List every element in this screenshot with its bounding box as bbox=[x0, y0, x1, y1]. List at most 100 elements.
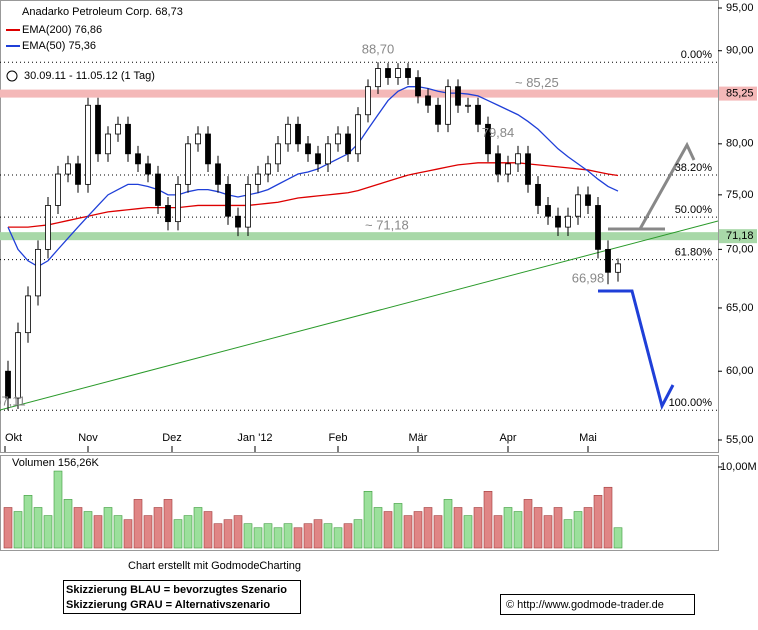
source: © http://www.godmode-trader.de bbox=[506, 599, 664, 611]
candle-body bbox=[265, 163, 271, 175]
candle-body bbox=[385, 68, 391, 78]
y-tick-label: 90,00 bbox=[726, 45, 754, 57]
volume-bar bbox=[183, 515, 193, 549]
candle-body bbox=[585, 194, 591, 206]
level-note: ~ 71,18 bbox=[365, 218, 409, 233]
volume-bar bbox=[553, 507, 563, 549]
volume-bar bbox=[143, 515, 153, 549]
x-tick-label: Mär bbox=[409, 432, 428, 444]
y-tick-label: 65,00 bbox=[726, 302, 754, 314]
candle-body bbox=[575, 194, 581, 217]
candle-body bbox=[355, 114, 361, 155]
volume-bar bbox=[303, 523, 313, 549]
candle-body bbox=[185, 143, 191, 185]
x-tick-label: Jan '12 bbox=[237, 432, 272, 444]
candle-body bbox=[405, 68, 411, 78]
volume-bar bbox=[263, 523, 273, 549]
volume-bar bbox=[603, 486, 613, 549]
volume-bar bbox=[203, 511, 213, 549]
candle-body bbox=[495, 153, 501, 175]
credit: Chart erstellt mit GodmodeCharting bbox=[128, 560, 301, 572]
volume-bar bbox=[23, 495, 33, 549]
candle-body bbox=[55, 173, 61, 206]
volume-title: Volumen 156,26K bbox=[12, 457, 100, 469]
price-label: 66,98 bbox=[572, 271, 605, 286]
volume-bar bbox=[13, 511, 23, 549]
clock-icon bbox=[6, 70, 18, 82]
candle-body bbox=[175, 183, 181, 223]
candle-body bbox=[245, 183, 251, 228]
candle-body bbox=[415, 77, 421, 97]
candle-body bbox=[65, 163, 71, 175]
fib-label: 50.00% bbox=[675, 204, 713, 216]
price-label: 79,84 bbox=[482, 125, 515, 140]
candle-body bbox=[335, 133, 341, 145]
level-band bbox=[0, 232, 718, 241]
volume-bar bbox=[393, 503, 403, 549]
candle-body bbox=[325, 143, 331, 165]
candle-body bbox=[485, 123, 491, 155]
volume-bar bbox=[403, 515, 413, 549]
volume-bar bbox=[503, 507, 513, 549]
volume-bar bbox=[593, 495, 603, 549]
x-tick-label: Okt bbox=[5, 432, 22, 444]
x-tick-label: Apr bbox=[499, 432, 516, 444]
volume-bar bbox=[283, 523, 293, 549]
price-panel bbox=[0, 0, 719, 453]
level-band bbox=[0, 89, 718, 98]
candle-body bbox=[395, 68, 401, 78]
candle-body bbox=[465, 104, 471, 107]
candle-body bbox=[105, 133, 111, 155]
candle-body bbox=[115, 123, 121, 135]
candle-body bbox=[595, 205, 601, 250]
candle-body bbox=[535, 183, 541, 206]
y-tick-label: 80,00 bbox=[726, 138, 754, 150]
volume-bar bbox=[33, 507, 43, 549]
fib-label: 0.00% bbox=[681, 49, 712, 61]
level-label-bg bbox=[719, 229, 757, 244]
volume-bar bbox=[83, 511, 93, 549]
volume-bar bbox=[353, 519, 363, 549]
chart-title: Anadarko Petroleum Corp. 68,73 bbox=[22, 6, 183, 18]
y-tick-label: 95,00 bbox=[726, 2, 754, 14]
volume-bar bbox=[243, 523, 253, 549]
level-label-bg bbox=[719, 86, 757, 101]
legend-entry: EMA(200) 76,86 bbox=[22, 24, 102, 36]
volume-bar bbox=[473, 507, 483, 549]
volume-bar bbox=[523, 499, 533, 549]
volume-bar bbox=[573, 511, 583, 549]
volume-bar bbox=[53, 470, 63, 549]
volume-bar bbox=[293, 527, 303, 549]
candle-body bbox=[505, 163, 511, 175]
y-tick-label: 60,00 bbox=[726, 365, 754, 377]
note: Skizzierung GRAU = Alternativszenario bbox=[66, 599, 270, 611]
volume-bar bbox=[363, 490, 373, 549]
volume-bar bbox=[323, 523, 333, 549]
volume-bar bbox=[443, 499, 453, 549]
volume-bar bbox=[103, 507, 113, 549]
price-label: 57,11 bbox=[0, 394, 26, 409]
scenario-gray bbox=[608, 141, 696, 231]
volume-bar bbox=[563, 519, 573, 549]
candle-body bbox=[305, 143, 311, 155]
volume-bar bbox=[483, 490, 493, 549]
candle-body bbox=[145, 163, 151, 175]
volume-bar bbox=[133, 499, 143, 549]
candle-body bbox=[5, 370, 11, 399]
candle-body bbox=[545, 205, 551, 217]
volume-bar bbox=[543, 515, 553, 549]
volume-bar bbox=[63, 499, 73, 549]
candle-body bbox=[365, 86, 371, 116]
volume-bar bbox=[313, 519, 323, 549]
volume-bar bbox=[253, 527, 263, 549]
volume-bar bbox=[113, 515, 123, 549]
candle-body bbox=[315, 153, 321, 165]
volume-bar bbox=[223, 519, 233, 549]
candle-body bbox=[15, 332, 21, 399]
volume-bar bbox=[93, 515, 103, 549]
x-tick-label: Nov bbox=[78, 432, 98, 444]
candle-body bbox=[235, 215, 241, 228]
candle-body bbox=[35, 248, 41, 297]
candle-body bbox=[155, 173, 161, 206]
volume-bar bbox=[413, 511, 423, 549]
